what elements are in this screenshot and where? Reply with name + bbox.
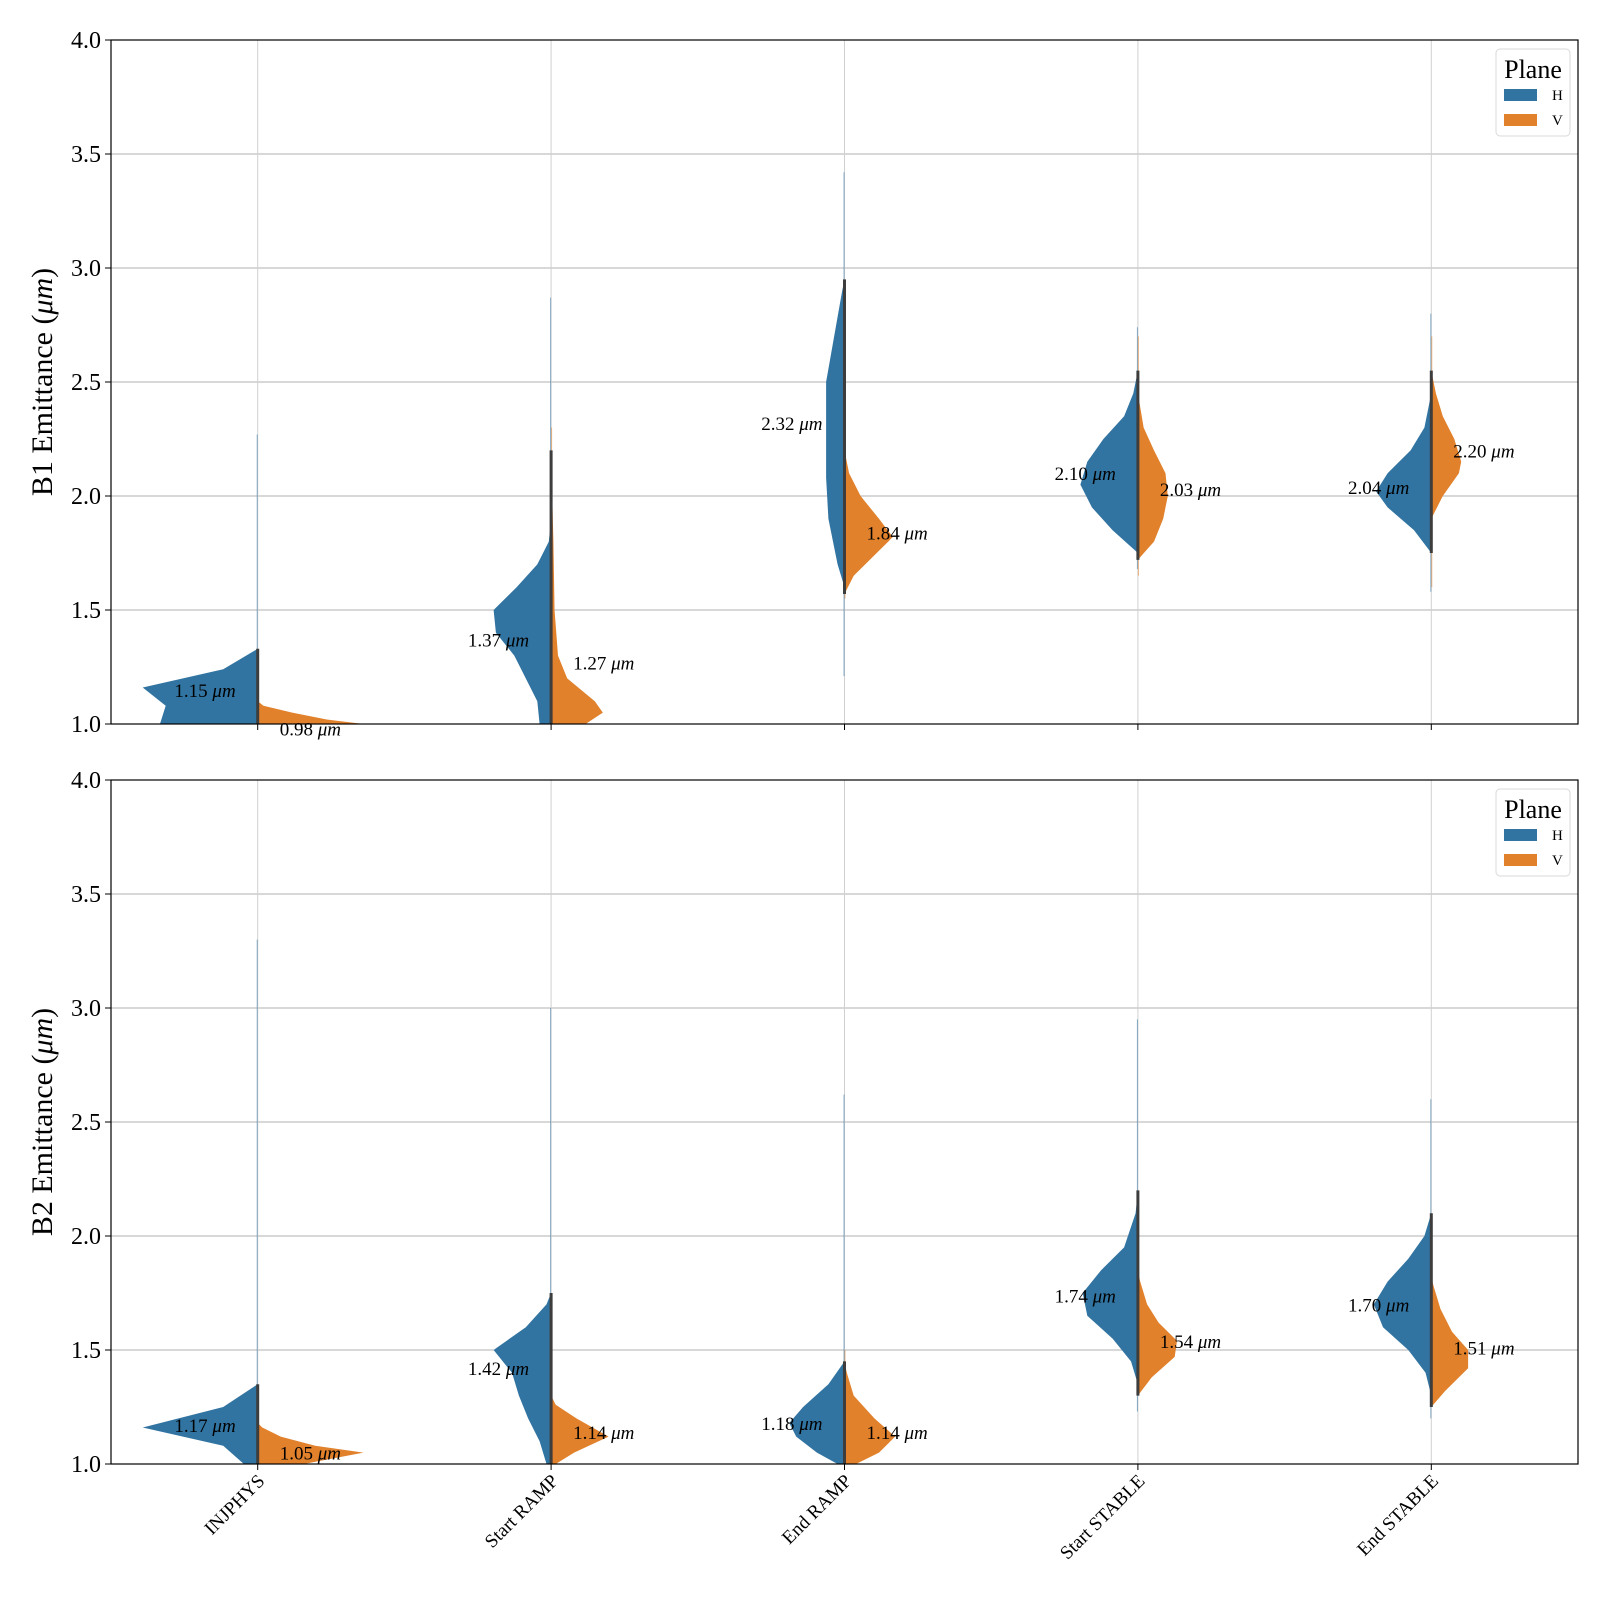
median-annotation-h: 1.74 μm: [1055, 1286, 1116, 1307]
y-tick-label: 3.5: [71, 882, 101, 908]
y-tick-label: 1.0: [71, 712, 101, 738]
median-annotation-v: 1.51 μm: [1453, 1339, 1514, 1360]
violin-h-injphys: [142, 648, 258, 724]
legend-swatch-v: [1504, 114, 1537, 126]
violin-h-end-stable: [1373, 1213, 1432, 1396]
x-category-label: Start RAMP: [481, 1471, 563, 1553]
y-tick-label: 4.0: [71, 768, 101, 794]
legend-label-v: V: [1552, 853, 1563, 869]
median-annotation-v: 1.27 μm: [573, 653, 634, 674]
median-annotation-v: 1.14 μm: [867, 1423, 928, 1444]
median-annotation-v: 1.54 μm: [1160, 1332, 1221, 1353]
median-annotation-h: 1.70 μm: [1348, 1295, 1409, 1316]
panel-b1: 1.0 1.5 2.0 2.5 3.0 3.5 4.0 1.15 μm 1.37 μm 2.32 …: [26, 28, 1579, 741]
median-annotation-v: 1.14 μm: [573, 1423, 634, 1444]
x-tick-labels: INJPHYS Start RAMP End RAMP Start STABLE End…: [201, 1471, 1443, 1564]
median-annotation-h: 1.17 μm: [174, 1416, 235, 1437]
violin-h-end-ramp: [826, 279, 845, 588]
legend-title: Plane: [1504, 55, 1562, 84]
violin-v-end-ramp: [844, 450, 893, 595]
violin-h-injphys: [142, 1384, 258, 1464]
median-annotation-v: 1.05 μm: [280, 1444, 341, 1465]
y-tick-label: 1.0: [71, 1452, 101, 1478]
legend-swatch-h: [1504, 829, 1537, 841]
violin-v-end-stable: [1431, 370, 1462, 519]
legend-swatch-h: [1504, 89, 1537, 101]
median-annotation-v: 2.20 μm: [1453, 441, 1514, 462]
median-annotation-h: 1.18 μm: [761, 1414, 822, 1435]
median-annotation-h: 1.42 μm: [468, 1359, 529, 1380]
legend-label-h: H: [1552, 88, 1563, 104]
y-tick-label: 2.5: [71, 1110, 101, 1136]
violin-v-start-ramp: [551, 450, 603, 724]
violin-h-start-stable: [1082, 1190, 1138, 1385]
violin-h-start-ramp: [493, 1293, 552, 1464]
y-tick-label: 1.5: [71, 1338, 101, 1364]
violin-v-start-stable: [1137, 1270, 1177, 1396]
violins: [142, 939, 1469, 1464]
median-annotation-h: 1.37 μm: [468, 631, 529, 652]
violin-v-injphys: [257, 701, 364, 724]
violin-h-end-ramp: [789, 1361, 845, 1464]
y-tick-label: 3.0: [71, 996, 101, 1022]
median-annotation-h: 2.04 μm: [1348, 478, 1409, 499]
y-tick-label: 2.0: [71, 484, 101, 510]
y-tick-label: 2.5: [71, 370, 101, 396]
x-category-label: INJPHYS: [201, 1471, 270, 1540]
legend: Plane HV: [1495, 788, 1571, 877]
median-annotation-v: 1.84 μm: [867, 523, 928, 544]
violin-v-injphys: [257, 1422, 364, 1464]
violin-h-start-stable: [1080, 370, 1138, 553]
violin-v-start-ramp: [551, 1395, 609, 1464]
y-axis-label: B1 Emittance (μm): [26, 268, 59, 496]
legend-title: Plane: [1504, 795, 1562, 824]
y-tick-label: 1.5: [71, 598, 101, 624]
plot-frame: [110, 39, 1579, 725]
legend-label-v: V: [1552, 113, 1563, 129]
median-annotation-v: 0.98 μm: [280, 720, 341, 741]
violins: [142, 172, 1462, 724]
y-axis-label: B2 Emittance (μm): [26, 1008, 59, 1236]
violin-v-start-stable: [1137, 393, 1168, 560]
x-category-label: Start STABLE: [1056, 1471, 1149, 1564]
y-tick-label: 4.0: [71, 28, 101, 54]
legend-swatch-v: [1504, 854, 1537, 866]
median-annotation-v: 2.03 μm: [1160, 480, 1221, 501]
y-tick-label: 3.0: [71, 256, 101, 282]
violin-v-end-ramp: [844, 1361, 896, 1464]
panel-b2: 1.0 1.5 2.0 2.5 3.0 3.5 4.0 1.17 μm 1.42 μm 1.18 …: [26, 768, 1579, 1478]
plot-frame: [110, 779, 1579, 1465]
y-tick-label: 2.0: [71, 1224, 101, 1250]
violin-h-end-stable: [1376, 393, 1432, 553]
median-annotation-h: 2.32 μm: [761, 414, 822, 435]
violin-h-start-ramp: [493, 518, 552, 724]
median-annotation-h: 1.15 μm: [174, 681, 235, 702]
violin-v-end-stable: [1431, 1277, 1469, 1407]
x-category-label: End STABLE: [1353, 1471, 1443, 1561]
y-tick-label: 3.5: [71, 142, 101, 168]
x-category-label: End RAMP: [778, 1471, 856, 1549]
median-annotation-h: 2.10 μm: [1055, 464, 1116, 485]
legend: Plane HV: [1495, 48, 1571, 137]
legend-label-h: H: [1552, 828, 1563, 844]
